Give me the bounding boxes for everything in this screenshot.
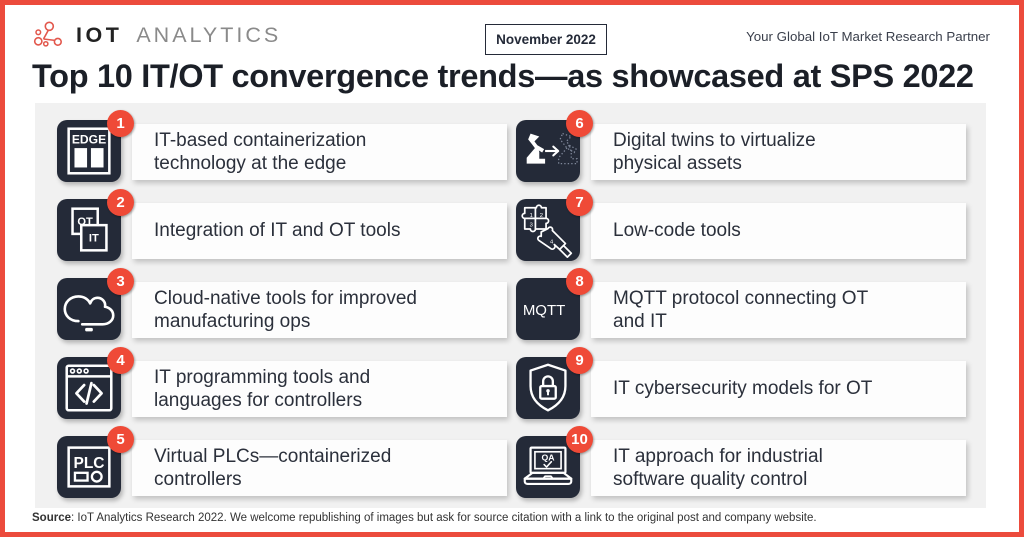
svg-text:EDGE: EDGE xyxy=(72,132,106,146)
svg-text:IT: IT xyxy=(89,233,99,245)
svg-text:MQTT: MQTT xyxy=(523,302,566,319)
svg-text:3: 3 xyxy=(530,223,533,229)
svg-text:PLC: PLC xyxy=(74,455,105,472)
svg-text:2: 2 xyxy=(540,213,543,219)
svg-text:1: 1 xyxy=(530,213,533,219)
svg-text:QA: QA xyxy=(541,453,555,463)
svg-text:4: 4 xyxy=(550,240,554,246)
